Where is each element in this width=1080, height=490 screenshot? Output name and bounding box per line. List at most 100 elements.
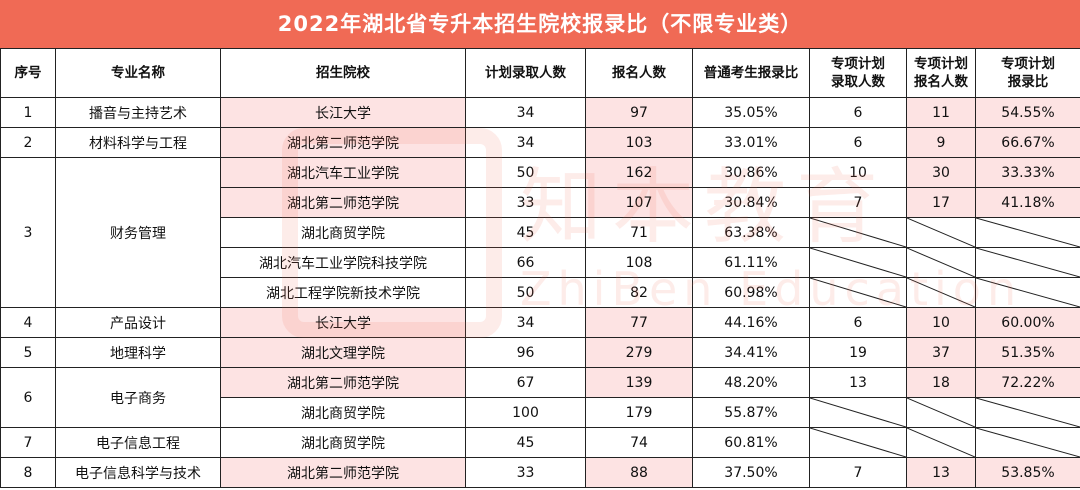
diagonal-slash-icon <box>907 428 975 457</box>
table-row: 8 电子信息科学与技术 湖北第二师范学院 33 88 37.50% 7 13 53.85% <box>0 457 1080 488</box>
cell-sp-app: 11 <box>906 97 976 128</box>
table-row: 湖北第二师范学院 33 107 30.84% 7 17 41.18% <box>1 187 1080 218</box>
cell-plan: 50 <box>465 157 586 188</box>
diagonal-slash-icon <box>976 278 1080 307</box>
cell-school: 湖北商贸学院 <box>220 397 466 428</box>
header-special-applicants-line1: 专项计划 <box>914 56 968 72</box>
cell-major: 电子信息科学与技术 <box>55 457 221 488</box>
table-row: 4 产品设计 长江大学 34 77 44.16% 6 10 60.00% <box>0 307 1080 338</box>
cell-plan: 34 <box>465 307 586 338</box>
cell-school: 湖北商贸学院 <box>220 427 466 458</box>
cell-ratio: 48.20% <box>692 367 810 398</box>
cell-sp-ratio: 54.55% <box>975 97 1080 128</box>
cell-sp-ratio: 51.35% <box>975 337 1080 368</box>
diagonal-slash-icon <box>810 248 906 277</box>
cell-plan: 50 <box>465 277 586 308</box>
cell-sp-app: 9 <box>906 127 976 158</box>
table-row: 湖北商贸学院 45 71 63.38% <box>1 217 1080 248</box>
cell-plan: 45 <box>465 427 586 458</box>
header-plan: 计划录取人数 <box>465 48 586 98</box>
cell-sp-plan: 10 <box>809 157 907 188</box>
cell-applicants: 88 <box>585 457 693 488</box>
cell-school: 长江大学 <box>220 307 466 338</box>
cell-major: 材料科学与工程 <box>55 127 221 158</box>
cell-applicants: 279 <box>585 337 693 368</box>
cell-applicants: 71 <box>585 217 693 248</box>
cell-sp-app: 17 <box>906 187 976 218</box>
cell-seq: 6 <box>0 367 56 428</box>
cell-applicants: 77 <box>585 307 693 338</box>
diagonal-slash-icon <box>907 218 975 247</box>
table-row: 1 播音与主持艺术 长江大学 34 97 35.05% 6 11 54.55% <box>0 97 1080 128</box>
cell-sp-plan: 6 <box>809 307 907 338</box>
cell-school: 湖北第二师范学院 <box>220 127 466 158</box>
cell-sp-ratio: 60.00% <box>975 307 1080 338</box>
cell-school: 湖北第二师范学院 <box>220 187 466 218</box>
diagonal-slash-icon <box>810 428 906 457</box>
cell-major: 播音与主持艺术 <box>55 97 221 128</box>
diagonal-slash-icon <box>810 218 906 247</box>
cell-plan: 66 <box>465 247 586 278</box>
table-row: 3 财务管理 湖北汽车工业学院 50 162 30.86% 10 30 33.33% <box>0 157 1080 308</box>
cell-empty-slash <box>809 277 907 308</box>
cell-major: 电子商务 <box>55 367 221 428</box>
header-school: 招生院校 <box>220 48 466 98</box>
header-special-ratio-line2: 报录比 <box>1007 74 1049 90</box>
cell-sp-ratio: 72.22% <box>975 367 1080 398</box>
cell-ratio: 33.01% <box>692 127 810 158</box>
cell-seq: 8 <box>0 457 56 488</box>
diagonal-slash-icon <box>907 398 975 427</box>
cell-school: 湖北商贸学院 <box>220 217 466 248</box>
cell-empty-slash <box>906 397 976 428</box>
header-special-applicants: 专项计划 报名人数 <box>906 48 976 98</box>
cell-ratio: 60.81% <box>692 427 810 458</box>
cell-seq: 4 <box>0 307 56 338</box>
cell-empty-slash <box>809 247 907 278</box>
header-seq: 序号 <box>0 48 56 98</box>
cell-ratio: 35.05% <box>692 97 810 128</box>
header-row: 序号 专业名称 招生院校 计划录取人数 报名人数 普通考生报录比 专项计划 录取… <box>0 48 1080 98</box>
cell-applicants: 162 <box>585 157 693 188</box>
cell-sp-plan: 6 <box>809 127 907 158</box>
table-body: 1 播音与主持艺术 长江大学 34 97 35.05% 6 11 54.55% 2 材料科学与工程湖… <box>0 97 1080 488</box>
cell-sp-ratio: 41.18% <box>975 187 1080 218</box>
table-row: 7 电子信息工程 湖北商贸学院 45 74 60.81% <box>0 427 1080 458</box>
cell-school: 湖北第二师范学院 <box>220 457 466 488</box>
cell-plan: 45 <box>465 217 586 248</box>
cell-ratio: 44.16% <box>692 307 810 338</box>
table-row: 湖北汽车工业学院科技学院 66 108 61.11% <box>1 247 1080 278</box>
cell-major: 地理科学 <box>55 337 221 368</box>
diagonal-slash-icon <box>810 398 906 427</box>
header-major: 专业名称 <box>55 48 221 98</box>
diagonal-slash-icon <box>907 278 975 307</box>
cell-seq: 3 <box>0 157 56 308</box>
table-row: 湖北工程学院新技术学院 50 82 60.98% <box>1 277 1080 308</box>
diagonal-slash-icon <box>810 278 906 307</box>
cell-applicants: 179 <box>585 397 693 428</box>
page-title: 2022年湖北省专升本招生院校报录比（不限专业类） <box>0 0 1080 48</box>
cell-empty-slash <box>906 217 976 248</box>
cell-sp-plan: 19 <box>809 337 907 368</box>
cell-sp-plan: 7 <box>809 457 907 488</box>
cell-empty-slash <box>906 427 976 458</box>
cell-major: 电子信息工程 <box>55 427 221 458</box>
cell-sp-ratio: 53.85% <box>975 457 1080 488</box>
cell-seq: 1 <box>0 97 56 128</box>
cell-seq: 5 <box>0 337 56 368</box>
cell-seq: 7 <box>0 427 56 458</box>
cell-sp-app: 30 <box>906 157 976 188</box>
diagonal-slash-icon <box>976 398 1080 427</box>
cell-sp-ratio: 66.67% <box>975 127 1080 158</box>
cell-plan: 34 <box>465 97 586 128</box>
cell-ratio: 30.84% <box>692 187 810 218</box>
cell-ratio: 63.38% <box>692 217 810 248</box>
header-special-ratio-line1: 专项计划 <box>1001 56 1055 72</box>
header-applicants: 报名人数 <box>585 48 693 98</box>
cell-empty-slash <box>809 427 907 458</box>
cell-ratio: 37.50% <box>692 457 810 488</box>
diagonal-slash-icon <box>976 218 1080 247</box>
header-special-applicants-line2: 报名人数 <box>914 74 968 90</box>
header-special-plan: 专项计划 录取人数 <box>809 48 907 98</box>
cell-sp-plan: 13 <box>809 367 907 398</box>
cell-ratio: 30.86% <box>692 157 810 188</box>
